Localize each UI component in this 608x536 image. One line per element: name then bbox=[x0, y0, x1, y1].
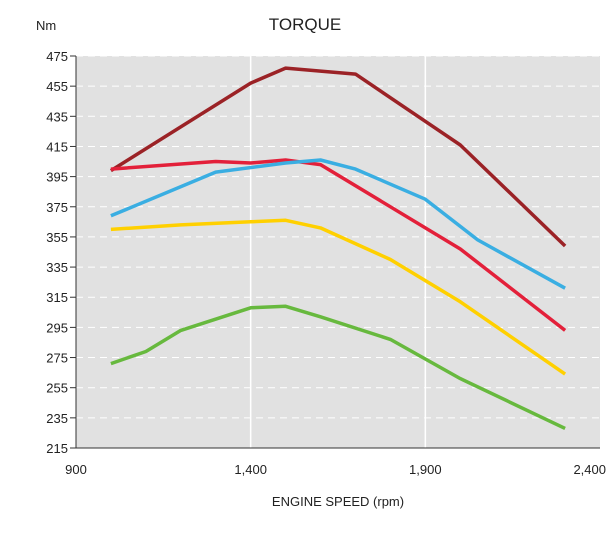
series-line-2 bbox=[110, 158, 567, 332]
x-tick-label: 1,400 bbox=[234, 462, 267, 477]
y-tick-label: 315 bbox=[46, 290, 68, 305]
series-lines bbox=[109, 66, 567, 430]
y-tick-label: 355 bbox=[46, 230, 68, 245]
y-tick-label: 255 bbox=[46, 381, 68, 396]
series-line-1 bbox=[109, 66, 567, 248]
y-tick-labels: 215 235 255 275 295 315 335 355 375 395 415 435 455 4… bbox=[46, 49, 68, 456]
y-tick-label: 295 bbox=[46, 320, 68, 335]
x-tick-label: 2,400 bbox=[573, 462, 606, 477]
y-tick-label: 455 bbox=[46, 79, 68, 94]
y-tick-label: 395 bbox=[46, 170, 68, 185]
x-tick-labels: 900 1,400 1,900 2,400 bbox=[65, 462, 606, 477]
y-tick-label: 275 bbox=[46, 351, 68, 366]
y-tick-label: 475 bbox=[46, 49, 68, 64]
axes bbox=[70, 55, 600, 449]
x-axis-label: ENGINE SPEED (rpm) bbox=[272, 494, 404, 509]
x-tick-label: 900 bbox=[65, 462, 87, 477]
y-axis-unit-label: Nm bbox=[36, 18, 56, 33]
y-tick-label: 375 bbox=[46, 200, 68, 215]
y-tick-label: 435 bbox=[46, 109, 68, 124]
y-tick-label: 215 bbox=[46, 441, 68, 456]
y-tick-label: 235 bbox=[46, 411, 68, 426]
x-tick-label: 1,900 bbox=[409, 462, 442, 477]
series-line-5 bbox=[110, 304, 566, 430]
y-tick-label: 415 bbox=[46, 139, 68, 154]
plot-area bbox=[76, 56, 600, 448]
series-line-3 bbox=[110, 158, 566, 290]
series-line-4 bbox=[110, 218, 567, 376]
y-tick-label: 335 bbox=[46, 260, 68, 275]
chart-title: TORQUE bbox=[269, 15, 341, 34]
